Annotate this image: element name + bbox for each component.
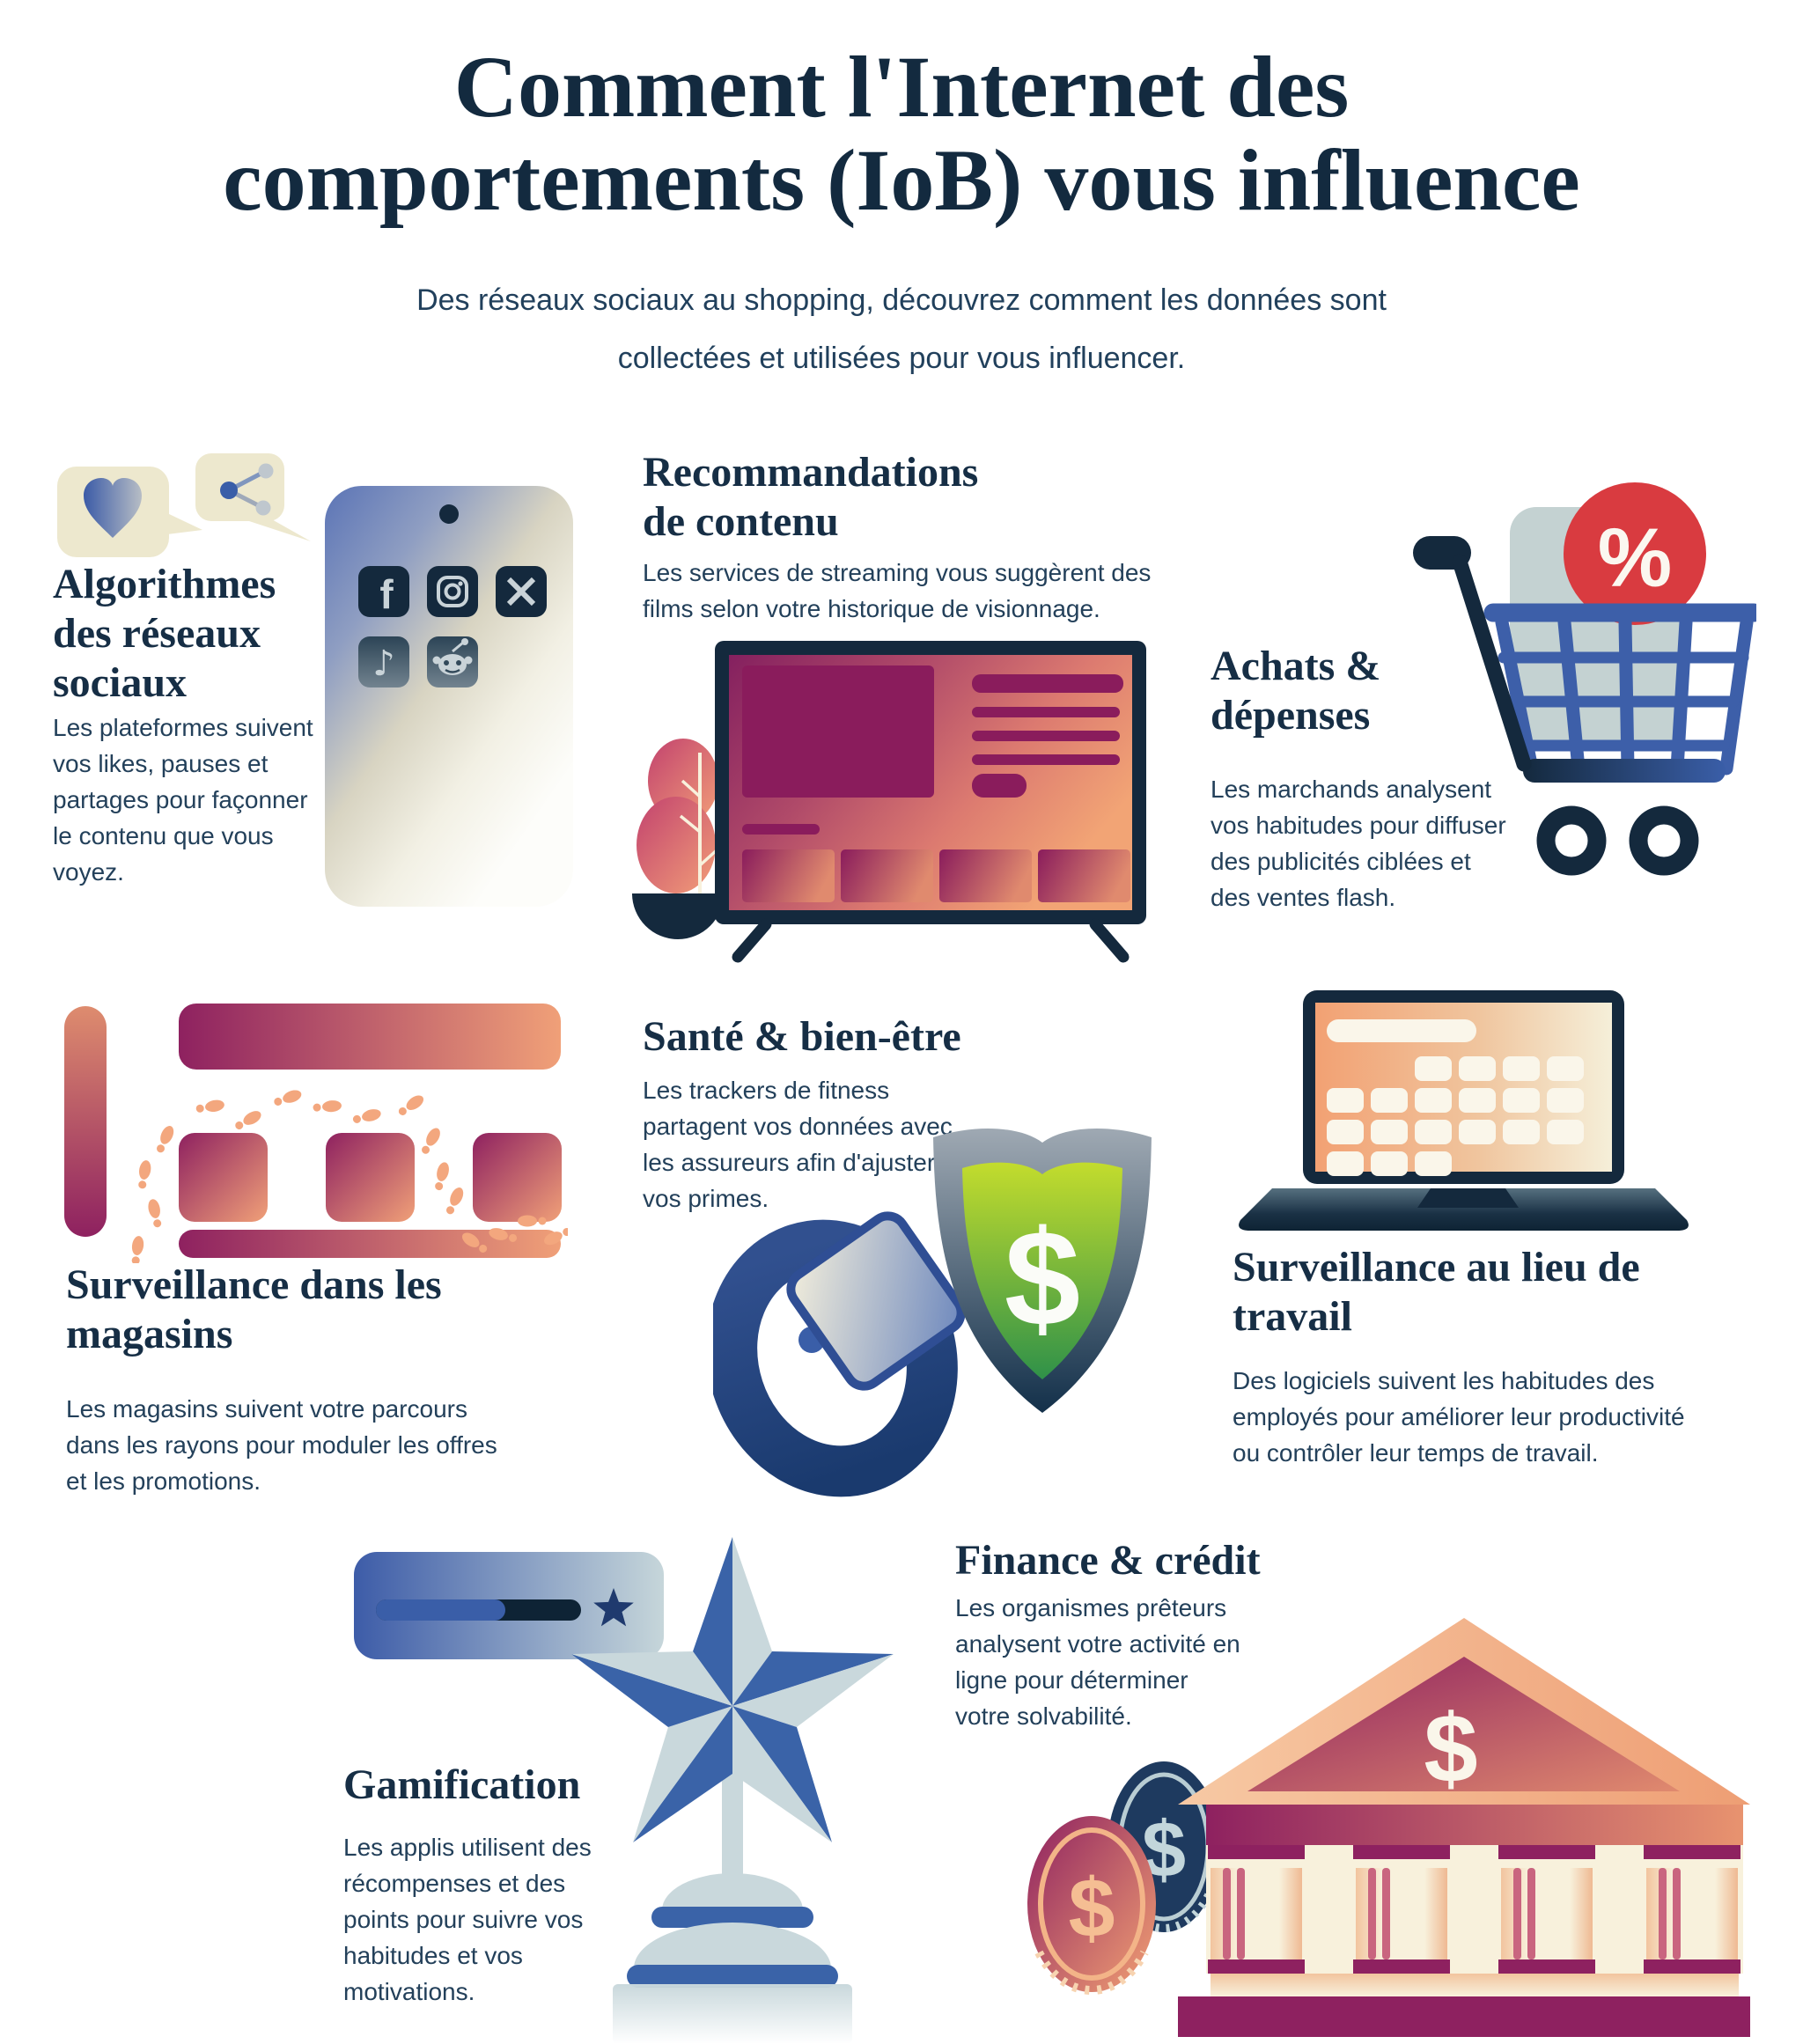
reddit-icon (427, 636, 478, 687)
shopping-cart-illustration: % (1413, 482, 1756, 876)
plant-icon (632, 739, 724, 939)
star-icon (593, 1588, 634, 1627)
svg-text:f: f (379, 571, 394, 617)
gamification-illustration (354, 1537, 894, 2044)
shield-dollar-icon: $ (933, 1128, 1152, 1413)
page-subtitle: Des réseaux sociaux au shopping, découvr… (416, 283, 1387, 375)
section-title-content-recommendations: Recommandations de contenu (643, 449, 979, 545)
smartwatch-icon (713, 1211, 966, 1497)
phone-camera-icon (439, 504, 459, 524)
section-title-workplace-surveillance: Surveillance au lieu de travail (1233, 1244, 1640, 1340)
section-title-gamification: Gamification (343, 1761, 581, 1808)
section-title-social-algorithms: Algorithmes des réseaux sociaux (53, 561, 276, 706)
progress-bar-icon (354, 1552, 664, 1659)
svg-text:♪: ♪ (372, 643, 395, 684)
bank-coins-illustration: $ $ (1027, 1618, 1750, 2037)
section-body-social-algorithms: Les plateformes suivent vos likes, pause… (53, 714, 313, 886)
section-body-shopping-spending: Les marchands analysent vos habitudes po… (1211, 776, 1506, 911)
store-map-illustration (64, 1004, 568, 1263)
instagram-icon (427, 566, 478, 617)
svg-text:%: % (1598, 511, 1672, 605)
section-body-in-store-surveillance: Les magasins suivent votre parcours dans… (66, 1395, 497, 1495)
section-body-gamification: Les applis utilisent des récompenses et … (343, 1834, 592, 2005)
social-bubbles-illustration (57, 453, 311, 557)
share-icon (220, 463, 274, 516)
footprints-icon (131, 1090, 568, 1263)
coin-pink-icon: $ (1027, 1816, 1156, 1996)
laptop-icon (1239, 990, 1689, 1231)
smartphone-illustration: f ♪ (325, 486, 573, 907)
section-title-shopping-spending: Achats & dépenses (1211, 643, 1381, 739)
bank-icon: $ (1178, 1618, 1750, 2037)
watch-shield-illustration: $ (713, 1128, 1152, 1497)
tv-icon (715, 641, 1146, 963)
section-title-health-wellbeing: Santé & bien-être (643, 1013, 961, 1060)
shopping-cart-icon (1413, 536, 1756, 876)
section-body-workplace-surveillance: Des logiciels suivent les habitudes des … (1233, 1367, 1685, 1467)
section-body-health-wellbeing: Les trackers de fitness partagent vos do… (643, 1077, 953, 1212)
svg-text:$: $ (1069, 1862, 1115, 1955)
section-body-finance-credit: Les organismes prêteurs analysent votre … (955, 1594, 1240, 1730)
section-body-content-recommendations: Les services de streaming vous suggèrent… (643, 559, 1152, 622)
tv-illustration (632, 641, 1146, 963)
tiktok-icon: ♪ (358, 636, 409, 687)
laptop-illustration (1239, 990, 1689, 1231)
store-shelves-icon (64, 1004, 562, 1258)
x-twitter-icon (496, 566, 547, 617)
page-title: Comment l'Internet des comportements (Io… (223, 38, 1580, 229)
facebook-icon: f (358, 566, 409, 617)
svg-text:$: $ (1005, 1202, 1080, 1355)
section-title-in-store-surveillance: Surveillance dans les magasins (66, 1261, 442, 1357)
star-trophy-icon (571, 1537, 894, 2044)
heart-icon (84, 478, 142, 538)
percent-badge: % (1564, 482, 1706, 625)
svg-text:$: $ (1424, 1695, 1477, 1804)
section-title-finance-credit: Finance & crédit (955, 1537, 1261, 1584)
